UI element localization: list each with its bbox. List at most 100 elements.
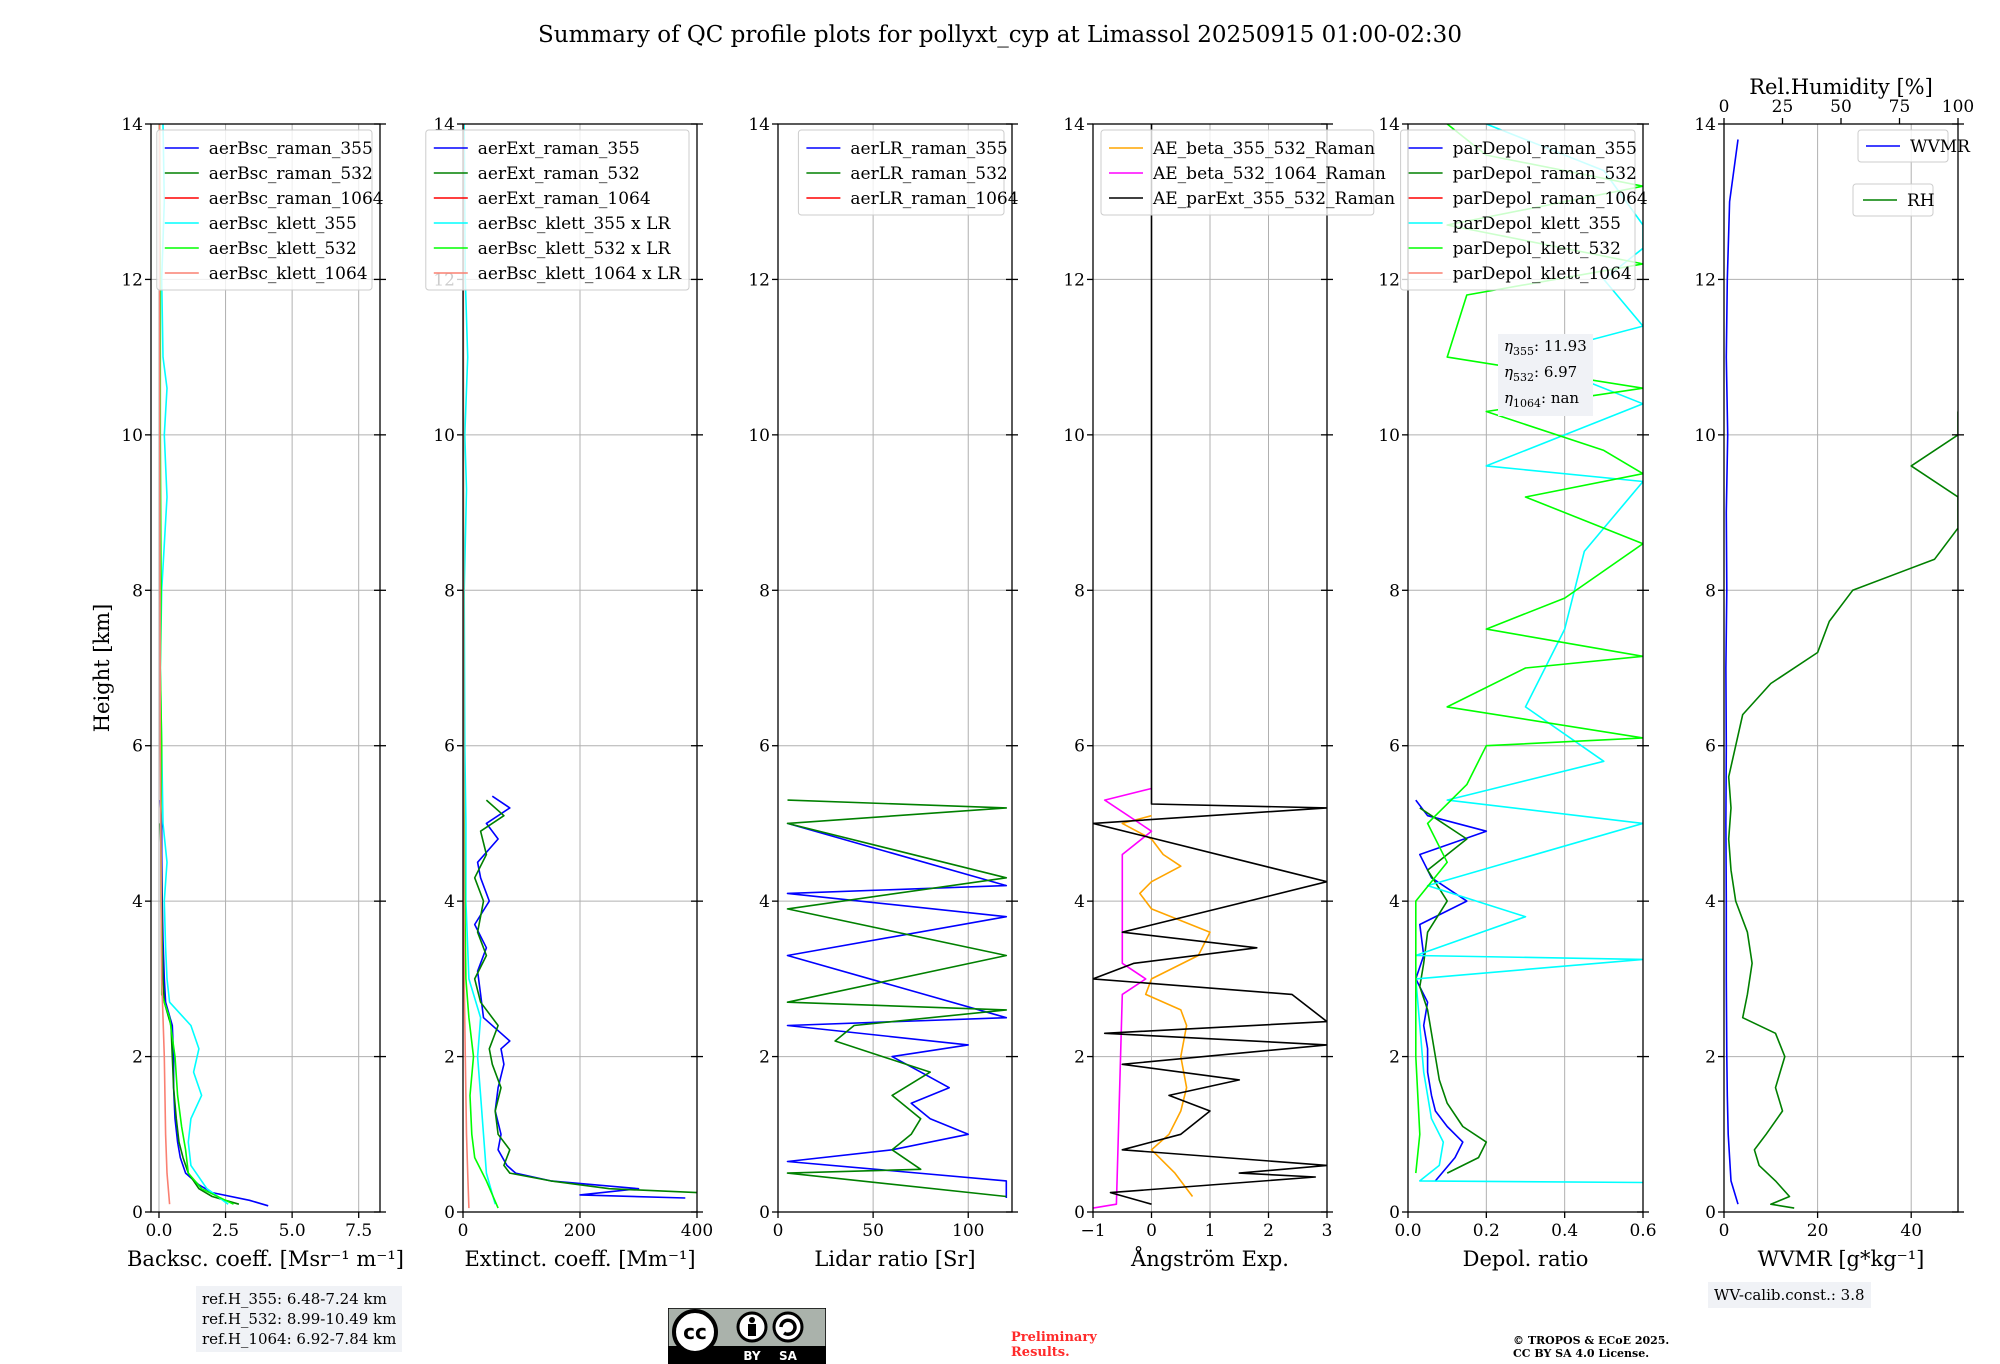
- legend-label: aerBsc_klett_355: [209, 214, 357, 234]
- axes-frame: [1407, 123, 1644, 1213]
- y-tick-label: 12: [1378, 270, 1400, 290]
- series-line-aerext-raman-532: [473, 799, 697, 1194]
- legend-label: aerBsc_raman_1064: [209, 189, 384, 209]
- legend-label: parDepol_raman_532: [1453, 164, 1637, 184]
- axes-frame: [1723, 123, 1959, 1213]
- x-tick-label: 0: [458, 1221, 469, 1241]
- y-tick-label: 14: [1694, 115, 1716, 135]
- legend-label: parDepol_klett_355: [1453, 214, 1621, 234]
- y-tick-label: 0: [759, 1203, 770, 1223]
- legend-label: aerLR_raman_1064: [850, 189, 1018, 209]
- y-tick-label: 10: [748, 426, 770, 446]
- svg-text:cc: cc: [683, 1320, 707, 1344]
- x-tick-label: 0.2: [1473, 1221, 1500, 1241]
- x-tick-label: 5.0: [279, 1221, 306, 1241]
- x-tick-label: 0.0: [145, 1221, 172, 1241]
- panel-depol: 0 2 4 6 8 10 12 14 0.0 0.2 0.4 0.6 Depol. ratio parDe…: [1378, 115, 1656, 1271]
- y-tick-label: 2: [444, 1048, 455, 1068]
- series-line-aerbsc-klett-1064: [158, 124, 171, 1205]
- y-tick-label: 6: [1389, 737, 1400, 757]
- series-line-pardepol-klett-355: [1415, 124, 1643, 1184]
- legend-box: [1400, 129, 1636, 291]
- eta-box: η355: 11.93 η532: 6.97 η1064: nan: [1498, 334, 1593, 416]
- series-line-rh: [1727, 411, 1958, 1209]
- legend-label: aerBsc_klett_1064 x LR: [478, 264, 682, 284]
- x-axis-label: Backsc. coeff. [Msr⁻¹ m⁻¹]: [127, 1247, 404, 1271]
- legend-label: AE_parExt_355_532_Raman: [1152, 189, 1395, 209]
- legend-label: WVMR: [1910, 137, 1971, 157]
- series-line-pardepol-raman-355: [1415, 799, 1488, 1182]
- y-tick-label: 0: [1705, 1203, 1716, 1223]
- top-x-tick-label: 50: [1830, 97, 1852, 117]
- legend-label: parDepol_klett_1064: [1453, 264, 1632, 284]
- x-tick-label: 0: [1719, 1221, 1730, 1241]
- legend-label: aerBsc_klett_532: [209, 239, 357, 259]
- y-tick-label: 4: [1705, 892, 1716, 912]
- ref-height-355: ref.H_355: 6.48-7.24 km: [202, 1290, 387, 1308]
- series-line-ae-parext-355-532-raman: [1093, 124, 1327, 1205]
- y-tick-label: 10: [1378, 426, 1400, 446]
- y-tick-label: 8: [132, 581, 143, 601]
- svg-text:BY: BY: [743, 1349, 760, 1363]
- y-tick-label: 2: [759, 1048, 770, 1068]
- series-line-ae-beta-355-532-raman: [1121, 814, 1211, 1197]
- y-tick-label: 2: [1074, 1048, 1085, 1068]
- y-tick-label: 0: [1389, 1203, 1400, 1223]
- legend-label: parDepol_raman_355: [1453, 139, 1637, 159]
- top-x-tick-label: 100: [1942, 97, 1974, 117]
- y-axis-label: Height [km]: [90, 604, 114, 733]
- series-line-aerbsc-raman-355: [159, 800, 269, 1207]
- y-tick-label: 12: [121, 270, 143, 290]
- y-tick-label: 2: [1389, 1048, 1400, 1068]
- top-x-tick-label: 75: [1889, 97, 1911, 117]
- y-tick-label: 10: [1694, 426, 1716, 446]
- x-axis-label: Depol. ratio: [1463, 1247, 1589, 1271]
- svg-text:SA: SA: [779, 1349, 798, 1363]
- series-line-wvmr: [1725, 139, 1739, 1205]
- legend-label: aerExt_raman_532: [478, 164, 640, 184]
- x-axis-label: Lidar ratio [Sr]: [814, 1247, 975, 1271]
- y-tick-label: 10: [433, 426, 455, 446]
- axes-frame: [777, 123, 1013, 1213]
- x-tick-label: 50: [862, 1221, 884, 1241]
- series-line-ae-beta-532-1064-raman: [1093, 787, 1153, 1209]
- legend-label: aerLR_raman_355: [850, 139, 1007, 159]
- legend-label: aerBsc_klett_532 x LR: [478, 239, 672, 259]
- x-axis-label: WVMR [g*kg⁻¹]: [1758, 1247, 1925, 1271]
- legend-box: [1857, 129, 1949, 163]
- legend-label: aerBsc_klett_355 x LR: [478, 214, 672, 234]
- y-tick-label: 10: [121, 426, 143, 446]
- series-line-aerbsc-klett-355-x-lr: [463, 124, 496, 1205]
- legend-label: aerBsc_raman_355: [209, 139, 373, 159]
- x-tick-label: 0.6: [1629, 1221, 1656, 1241]
- x-tick-label: 7.5: [345, 1221, 372, 1241]
- series-line-aerlr-raman-355: [786, 822, 1008, 1198]
- y-tick-label: 6: [759, 737, 770, 757]
- y-tick-label: 8: [1389, 581, 1400, 601]
- series-line-aerlr-raman-532: [786, 799, 1008, 1198]
- x-tick-label: 2.5: [212, 1221, 239, 1241]
- x-tick-label: 0: [1146, 1221, 1157, 1241]
- y-tick-label: 4: [1389, 892, 1400, 912]
- y-tick-label: 14: [748, 115, 770, 135]
- y-tick-label: 14: [1063, 115, 1085, 135]
- y-tick-label: 4: [132, 892, 143, 912]
- y-tick-label: 12: [748, 270, 770, 290]
- legend-box: [797, 129, 1005, 216]
- wv-calib-box: WV-calib.const.: 3.8: [1708, 1282, 1871, 1308]
- x-tick-label: 0.4: [1551, 1221, 1578, 1241]
- axes-frame: [150, 123, 381, 1213]
- x-tick-label: 200: [564, 1221, 596, 1241]
- y-tick-label: 8: [444, 581, 455, 601]
- panel-bsc: 0 2 4 6 8 10 12 14 0.0 2.5 5.0 7.5 Backsc. coeff. [M…: [90, 115, 404, 1271]
- y-tick-label: 0: [132, 1203, 143, 1223]
- y-tick-label: 6: [1074, 737, 1085, 757]
- y-tick-label: 12: [1694, 270, 1716, 290]
- ref-height-box: ref.H_355: 6.48-7.24 km ref.H_532: 8.99-…: [196, 1286, 403, 1352]
- x-tick-label: 3: [1322, 1221, 1333, 1241]
- legend-box: [1100, 129, 1375, 216]
- y-tick-label: 14: [121, 115, 143, 135]
- x-axis-label: Ångström Exp.: [1130, 1246, 1289, 1271]
